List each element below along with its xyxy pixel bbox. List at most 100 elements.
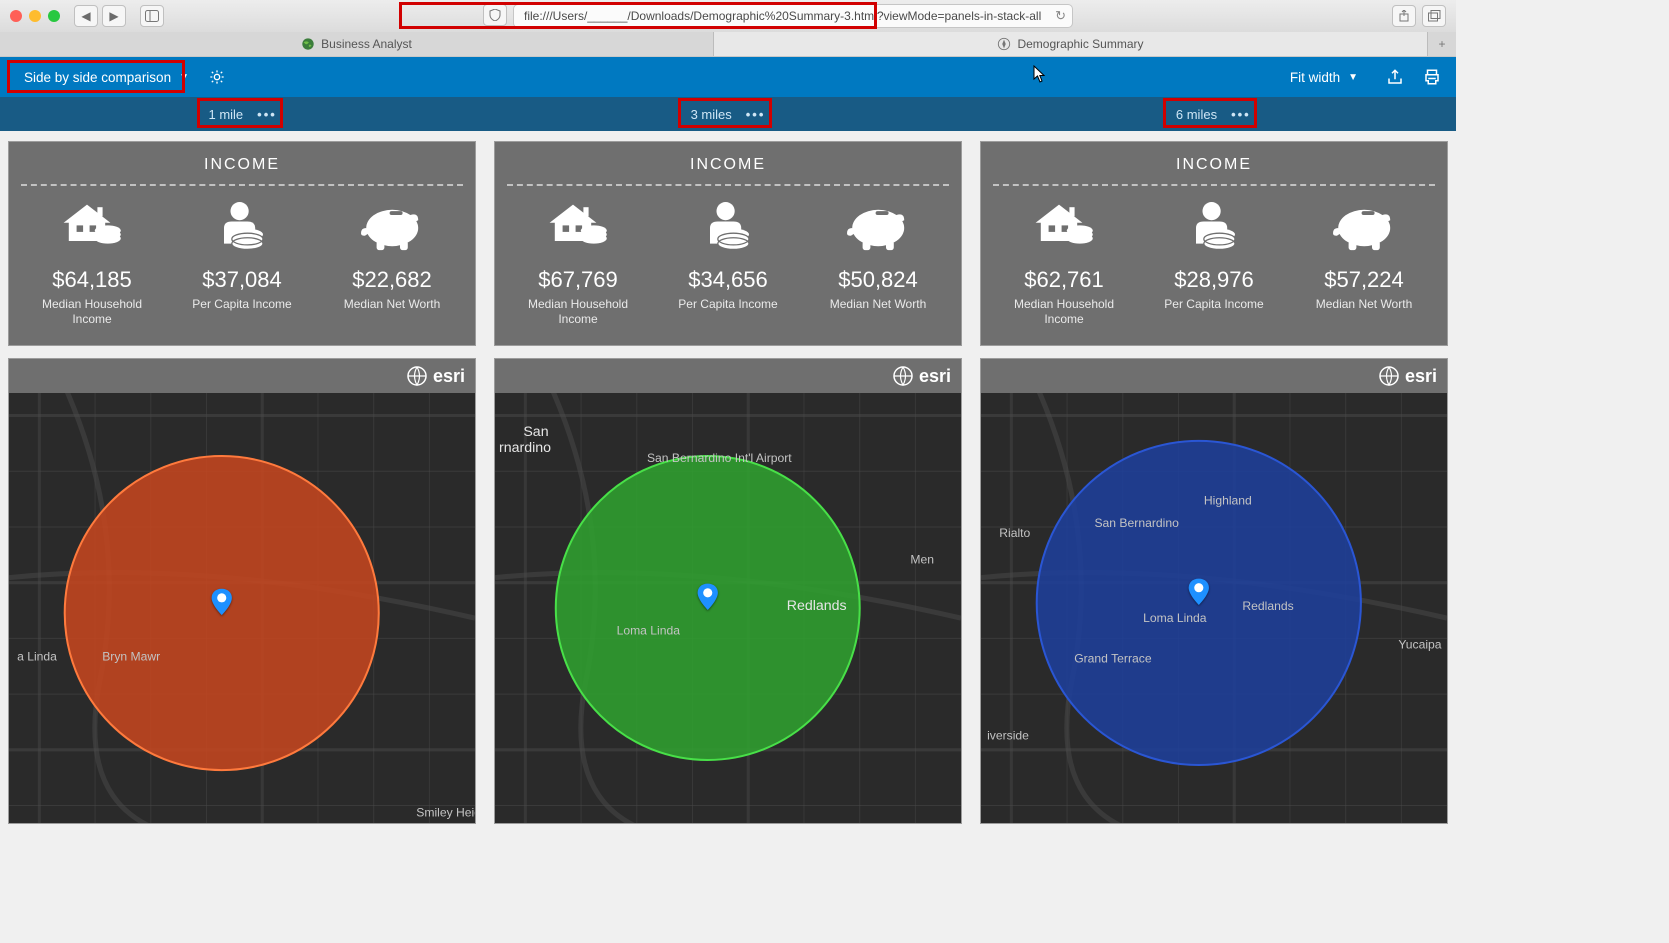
house-icon	[61, 202, 123, 254]
stat-value: $34,656	[657, 267, 799, 293]
minimize-window-icon[interactable]	[29, 10, 41, 22]
distance-label: 6 miles	[1176, 107, 1217, 122]
stat-label: Median Household Income	[993, 297, 1135, 327]
stat-house: $62,761 Median Household Income	[989, 202, 1139, 327]
view-mode-label: Side by side comparison	[24, 70, 171, 85]
map-place-label: iverside	[987, 729, 1029, 743]
divider	[507, 184, 949, 186]
tabs-button[interactable]	[1422, 5, 1446, 27]
window-traffic-lights[interactable]	[10, 10, 60, 22]
distance-cell-3: 6 miles •••	[971, 97, 1456, 131]
maximize-window-icon[interactable]	[48, 10, 60, 22]
income-card: INCOME $67,769 Median Household Income $…	[494, 141, 962, 346]
map-place-label: Redlands	[1242, 599, 1293, 613]
stat-piggy: $50,824 Median Net Worth	[803, 202, 953, 327]
more-icon[interactable]: •••	[257, 107, 277, 122]
address-bar[interactable]: file:///Users/______/Downloads/Demograph…	[513, 4, 1073, 28]
app-header: Side by side comparison ▼ Fit width ▼	[0, 57, 1456, 97]
distance-label: 3 miles	[691, 107, 732, 122]
esri-label: esri	[919, 366, 951, 387]
cursor-icon	[1033, 65, 1047, 86]
map-attribution: esri	[981, 359, 1447, 393]
map-body[interactable]: a Linda Bryn Mawr Smiley Height	[9, 393, 475, 823]
sidebar-toggle-button[interactable]	[140, 5, 164, 27]
esri-globe-icon	[893, 366, 913, 386]
sidebar-icon	[145, 10, 159, 22]
map-place-label: Smiley Height	[416, 806, 475, 820]
stat-value: $22,682	[321, 267, 463, 293]
map-body[interactable]: HighlandRialtoSan BernardinoRedlandsLoma…	[981, 393, 1447, 823]
esri-globe-icon	[407, 366, 427, 386]
close-window-icon[interactable]	[10, 10, 22, 22]
more-icon[interactable]: •••	[1231, 107, 1251, 122]
stat-value: $62,761	[993, 267, 1135, 293]
map-place-label: Bryn Mawr	[102, 650, 160, 664]
stat-value: $50,824	[807, 267, 949, 293]
stat-person: $34,656 Per Capita Income	[653, 202, 803, 327]
stat-label: Median Net Worth	[1293, 297, 1435, 312]
shield-button[interactable]	[483, 4, 507, 26]
stat-row: $62,761 Median Household Income $28,976 …	[989, 202, 1439, 327]
titlebar: ◀ ▶ file:///Users/______/Downloads/Demog…	[0, 0, 1456, 32]
stat-label: Median Net Worth	[321, 297, 463, 312]
map-place-label: San	[523, 424, 548, 440]
stat-person: $37,084 Per Capita Income	[167, 202, 317, 327]
forward-button[interactable]: ▶	[102, 5, 126, 27]
stat-row: $67,769 Median Household Income $34,656 …	[503, 202, 953, 327]
view-mode-dropdown[interactable]: Side by side comparison ▼	[14, 63, 199, 91]
map-place-label: Grand Terrace	[1074, 652, 1152, 666]
map-place-label: Loma Linda	[617, 623, 681, 637]
tab-strip: Business Analyst Demographic Summary +	[0, 32, 1456, 56]
divider	[21, 184, 463, 186]
income-title: INCOME	[17, 156, 467, 174]
export-icon[interactable]	[1386, 68, 1404, 86]
map-card: esri HighlandRialtoSan BernardinoRedland…	[980, 358, 1448, 824]
address-url: file:///Users/______/Downloads/Demograph…	[524, 9, 1041, 23]
tab-label: Business Analyst	[321, 37, 412, 51]
reload-icon[interactable]: ↻	[1055, 8, 1066, 24]
person-icon	[211, 202, 273, 254]
house-icon	[547, 202, 609, 254]
house-icon	[1033, 202, 1095, 254]
distance-cell-2: 3 miles •••	[485, 97, 970, 131]
stat-house: $64,185 Median Household Income	[17, 202, 167, 327]
tab-business-analyst[interactable]: Business Analyst	[0, 32, 714, 56]
stat-piggy: $22,682 Median Net Worth	[317, 202, 467, 327]
compass-icon	[997, 37, 1011, 51]
browser-chrome: ◀ ▶ file:///Users/______/Downloads/Demog…	[0, 0, 1456, 57]
map-place-label: a Linda	[17, 650, 57, 664]
income-card: INCOME $64,185 Median Household Income $…	[8, 141, 476, 346]
stat-row: $64,185 Median Household Income $37,084 …	[17, 202, 467, 327]
stat-piggy: $57,224 Median Net Worth	[1289, 202, 1439, 327]
stat-value: $37,084	[171, 267, 313, 293]
tabs-icon	[1428, 10, 1441, 22]
map-attribution: esri	[495, 359, 961, 393]
income-title: INCOME	[989, 156, 1439, 174]
distance-bar: 1 mile ••• 3 miles ••• 6 miles •••	[0, 97, 1456, 131]
stat-person: $28,976 Per Capita Income	[1139, 202, 1289, 327]
esri-label: esri	[1405, 366, 1437, 387]
column-3: INCOME $62,761 Median Household Income $…	[980, 141, 1448, 824]
fit-width-label: Fit width	[1290, 70, 1340, 85]
tab-demographic-summary[interactable]: Demographic Summary	[714, 32, 1428, 56]
column-2: INCOME $67,769 Median Household Income $…	[494, 141, 962, 824]
stat-value: $67,769	[507, 267, 649, 293]
new-tab-button[interactable]: +	[1428, 32, 1456, 56]
chevron-down-icon: ▼	[179, 72, 189, 83]
map-body[interactable]: SanrnardinoSan Bernardino Int'l AirportL…	[495, 393, 961, 823]
fit-width-dropdown[interactable]: Fit width ▼	[1280, 63, 1368, 91]
esri-label: esri	[433, 366, 465, 387]
gear-icon[interactable]	[209, 69, 225, 85]
piggy-icon	[1333, 202, 1395, 254]
map-place-label: Men	[910, 552, 934, 566]
print-icon[interactable]	[1422, 68, 1442, 86]
map-place-label: San Bernardino	[1094, 516, 1179, 530]
tab-label: Demographic Summary	[1017, 37, 1143, 51]
more-icon[interactable]: •••	[746, 107, 766, 122]
map-place-label: rnardino	[499, 440, 551, 456]
income-card: INCOME $62,761 Median Household Income $…	[980, 141, 1448, 346]
back-button[interactable]: ◀	[74, 5, 98, 27]
shield-icon	[489, 9, 501, 21]
share-button[interactable]	[1392, 5, 1416, 27]
piggy-icon	[847, 202, 909, 254]
